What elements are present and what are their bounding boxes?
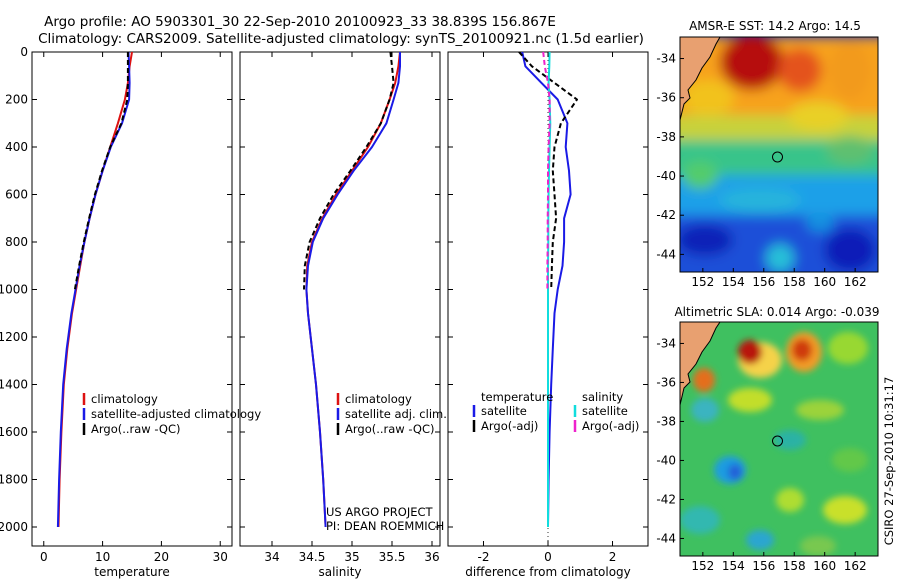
lat-tick-label: -34 — [656, 336, 676, 350]
lat-tick-label: -36 — [656, 91, 676, 105]
x-tick-label: 2 — [609, 550, 617, 564]
x-axis-label: salinity — [318, 565, 361, 579]
lat-tick-label: -38 — [656, 130, 676, 144]
lat-tick-label: -44 — [656, 531, 676, 545]
x-tick-label: 30 — [213, 550, 228, 564]
x-tick-label: 20 — [154, 550, 169, 564]
x-tick-label: 0 — [40, 550, 48, 564]
x-tick-label: -2 — [477, 550, 489, 564]
x-tick-label: 35.5 — [379, 550, 406, 564]
lat-tick-label: -44 — [656, 247, 676, 261]
sla-map — [680, 322, 878, 556]
sst-map — [680, 37, 878, 272]
series-salinity-argo-adj — [542, 51, 551, 290]
temperature-profile-plot: 0 10 20 30 0 200 400 600 800 1000 1200 1400 1600 1800… — [0, 45, 233, 579]
lat-tick-label: -34 — [656, 52, 676, 66]
timestamp-label: CSIRO 27-Sep-2010 10:31:17 — [882, 377, 896, 546]
legend-label-climatology: climatology — [91, 392, 158, 406]
plot-frame — [31, 51, 233, 547]
y-tick-label: 1000 — [0, 283, 28, 297]
legend-label-argo: Argo(..raw -QC) — [91, 422, 181, 436]
x-tick-label: 10 — [95, 550, 110, 564]
lon-tick-label: 152 — [691, 275, 714, 289]
legend-label-sal-satellite: satellite — [582, 404, 628, 418]
legend-label-argo: Argo(..raw -QC) — [345, 422, 435, 436]
lon-tick-label: 154 — [722, 559, 745, 573]
credit-project: US ARGO PROJECT — [326, 505, 434, 519]
figure-title-line2: Climatology: CARS2009. Satellite-adjuste… — [38, 31, 644, 47]
y-tick-label: 1600 — [0, 425, 28, 439]
lon-tick-label: 156 — [752, 275, 775, 289]
series-argo-raw-qc — [303, 51, 395, 290]
x-axis-label: temperature — [94, 565, 169, 579]
x-tick-label: 34 — [264, 550, 279, 564]
legend-label-sal-argo: Argo(-adj) — [582, 419, 639, 433]
float-position-marker — [772, 151, 783, 163]
y-tick-label: 1800 — [0, 473, 28, 487]
series-argo-raw-qc — [73, 52, 129, 290]
coastline — [680, 37, 721, 121]
y-tick-label: 1400 — [0, 378, 28, 392]
y-tick-label: 2000 — [0, 520, 28, 534]
y-tick-label: 1200 — [0, 330, 28, 344]
sst-map-title: AMSR-E SST: 14.2 Argo: 14.5 — [689, 19, 861, 33]
lon-tick-label: 158 — [783, 275, 806, 289]
legend-heading-temperature: temperature — [481, 390, 553, 404]
lon-tick-label: 160 — [813, 275, 836, 289]
y-tick-label: 0 — [20, 45, 28, 59]
lat-tick-label: -36 — [656, 375, 676, 389]
sla-map-axes: 152 154 156 158 160 162 -34 -36 -38 -40 -42 -44 — [656, 336, 866, 573]
lat-tick-label: -38 — [656, 414, 676, 428]
y-tick-label: 600 — [5, 188, 28, 202]
legend-label-satellite-adjusted: satellite-adjusted climatology — [91, 407, 261, 421]
legend-label-satellite: satellite adj. clim. — [345, 407, 447, 421]
legend-heading-salinity: salinity — [582, 390, 623, 404]
lon-tick-label: 162 — [844, 275, 867, 289]
series-temperature-satellite — [521, 51, 572, 528]
lon-tick-label: 160 — [813, 559, 836, 573]
legend-label-temp-satellite: satellite — [481, 404, 527, 418]
sla-map-frame — [679, 321, 879, 557]
lat-tick-label: -40 — [656, 169, 676, 183]
figure-title-line1: Argo profile: AO 5903301_30 22-Sep-2010 … — [44, 14, 556, 30]
lat-tick-label: -42 — [656, 492, 676, 506]
lon-tick-label: 158 — [783, 559, 806, 573]
x-tick-label: 0 — [544, 550, 552, 564]
lat-tick-label: -42 — [656, 208, 676, 222]
y-tick-label: 200 — [5, 93, 28, 107]
x-tick-label: 34.5 — [299, 550, 326, 564]
y-tick-label: 800 — [5, 235, 28, 249]
x-axis-label: difference from climatology — [465, 565, 631, 579]
sst-map-frame — [679, 36, 879, 273]
coastline — [680, 322, 721, 406]
credit-pi: PI: DEAN ROEMMICH — [326, 519, 444, 533]
series-satellite-adj-clim — [305, 52, 401, 528]
x-tick-label: 36 — [424, 550, 439, 564]
legend-label-temp-argo: Argo(-adj) — [481, 419, 538, 433]
salinity-profile-plot: 34 34.5 35 35.5 36 salinity — [239, 51, 441, 579]
lon-tick-label: 154 — [722, 275, 745, 289]
lon-tick-label: 156 — [752, 559, 775, 573]
lat-tick-label: -40 — [656, 453, 676, 467]
plot-frame — [239, 51, 441, 547]
y-tick-label: 400 — [5, 140, 28, 154]
temperature-legend: climatology satellite-adjusted climatolo… — [82, 392, 261, 436]
difference-legend: temperature satellite Argo(-adj) salinit… — [472, 390, 639, 433]
float-position-marker — [772, 435, 783, 447]
series-temperature-argo-adj — [518, 51, 578, 290]
sla-map-title: Altimetric SLA: 0.014 Argo: -0.039 — [674, 305, 879, 319]
legend-label-climatology: climatology — [345, 392, 412, 406]
lon-tick-label: 162 — [844, 559, 867, 573]
sst-map-axes: 152 154 156 158 160 162 -34 -36 -38 -40 -42 -44 — [656, 52, 866, 289]
salinity-legend: climatology satellite adj. clim. Argo(..… — [336, 392, 447, 436]
x-tick-label: 35 — [344, 550, 359, 564]
lon-tick-label: 152 — [691, 559, 714, 573]
